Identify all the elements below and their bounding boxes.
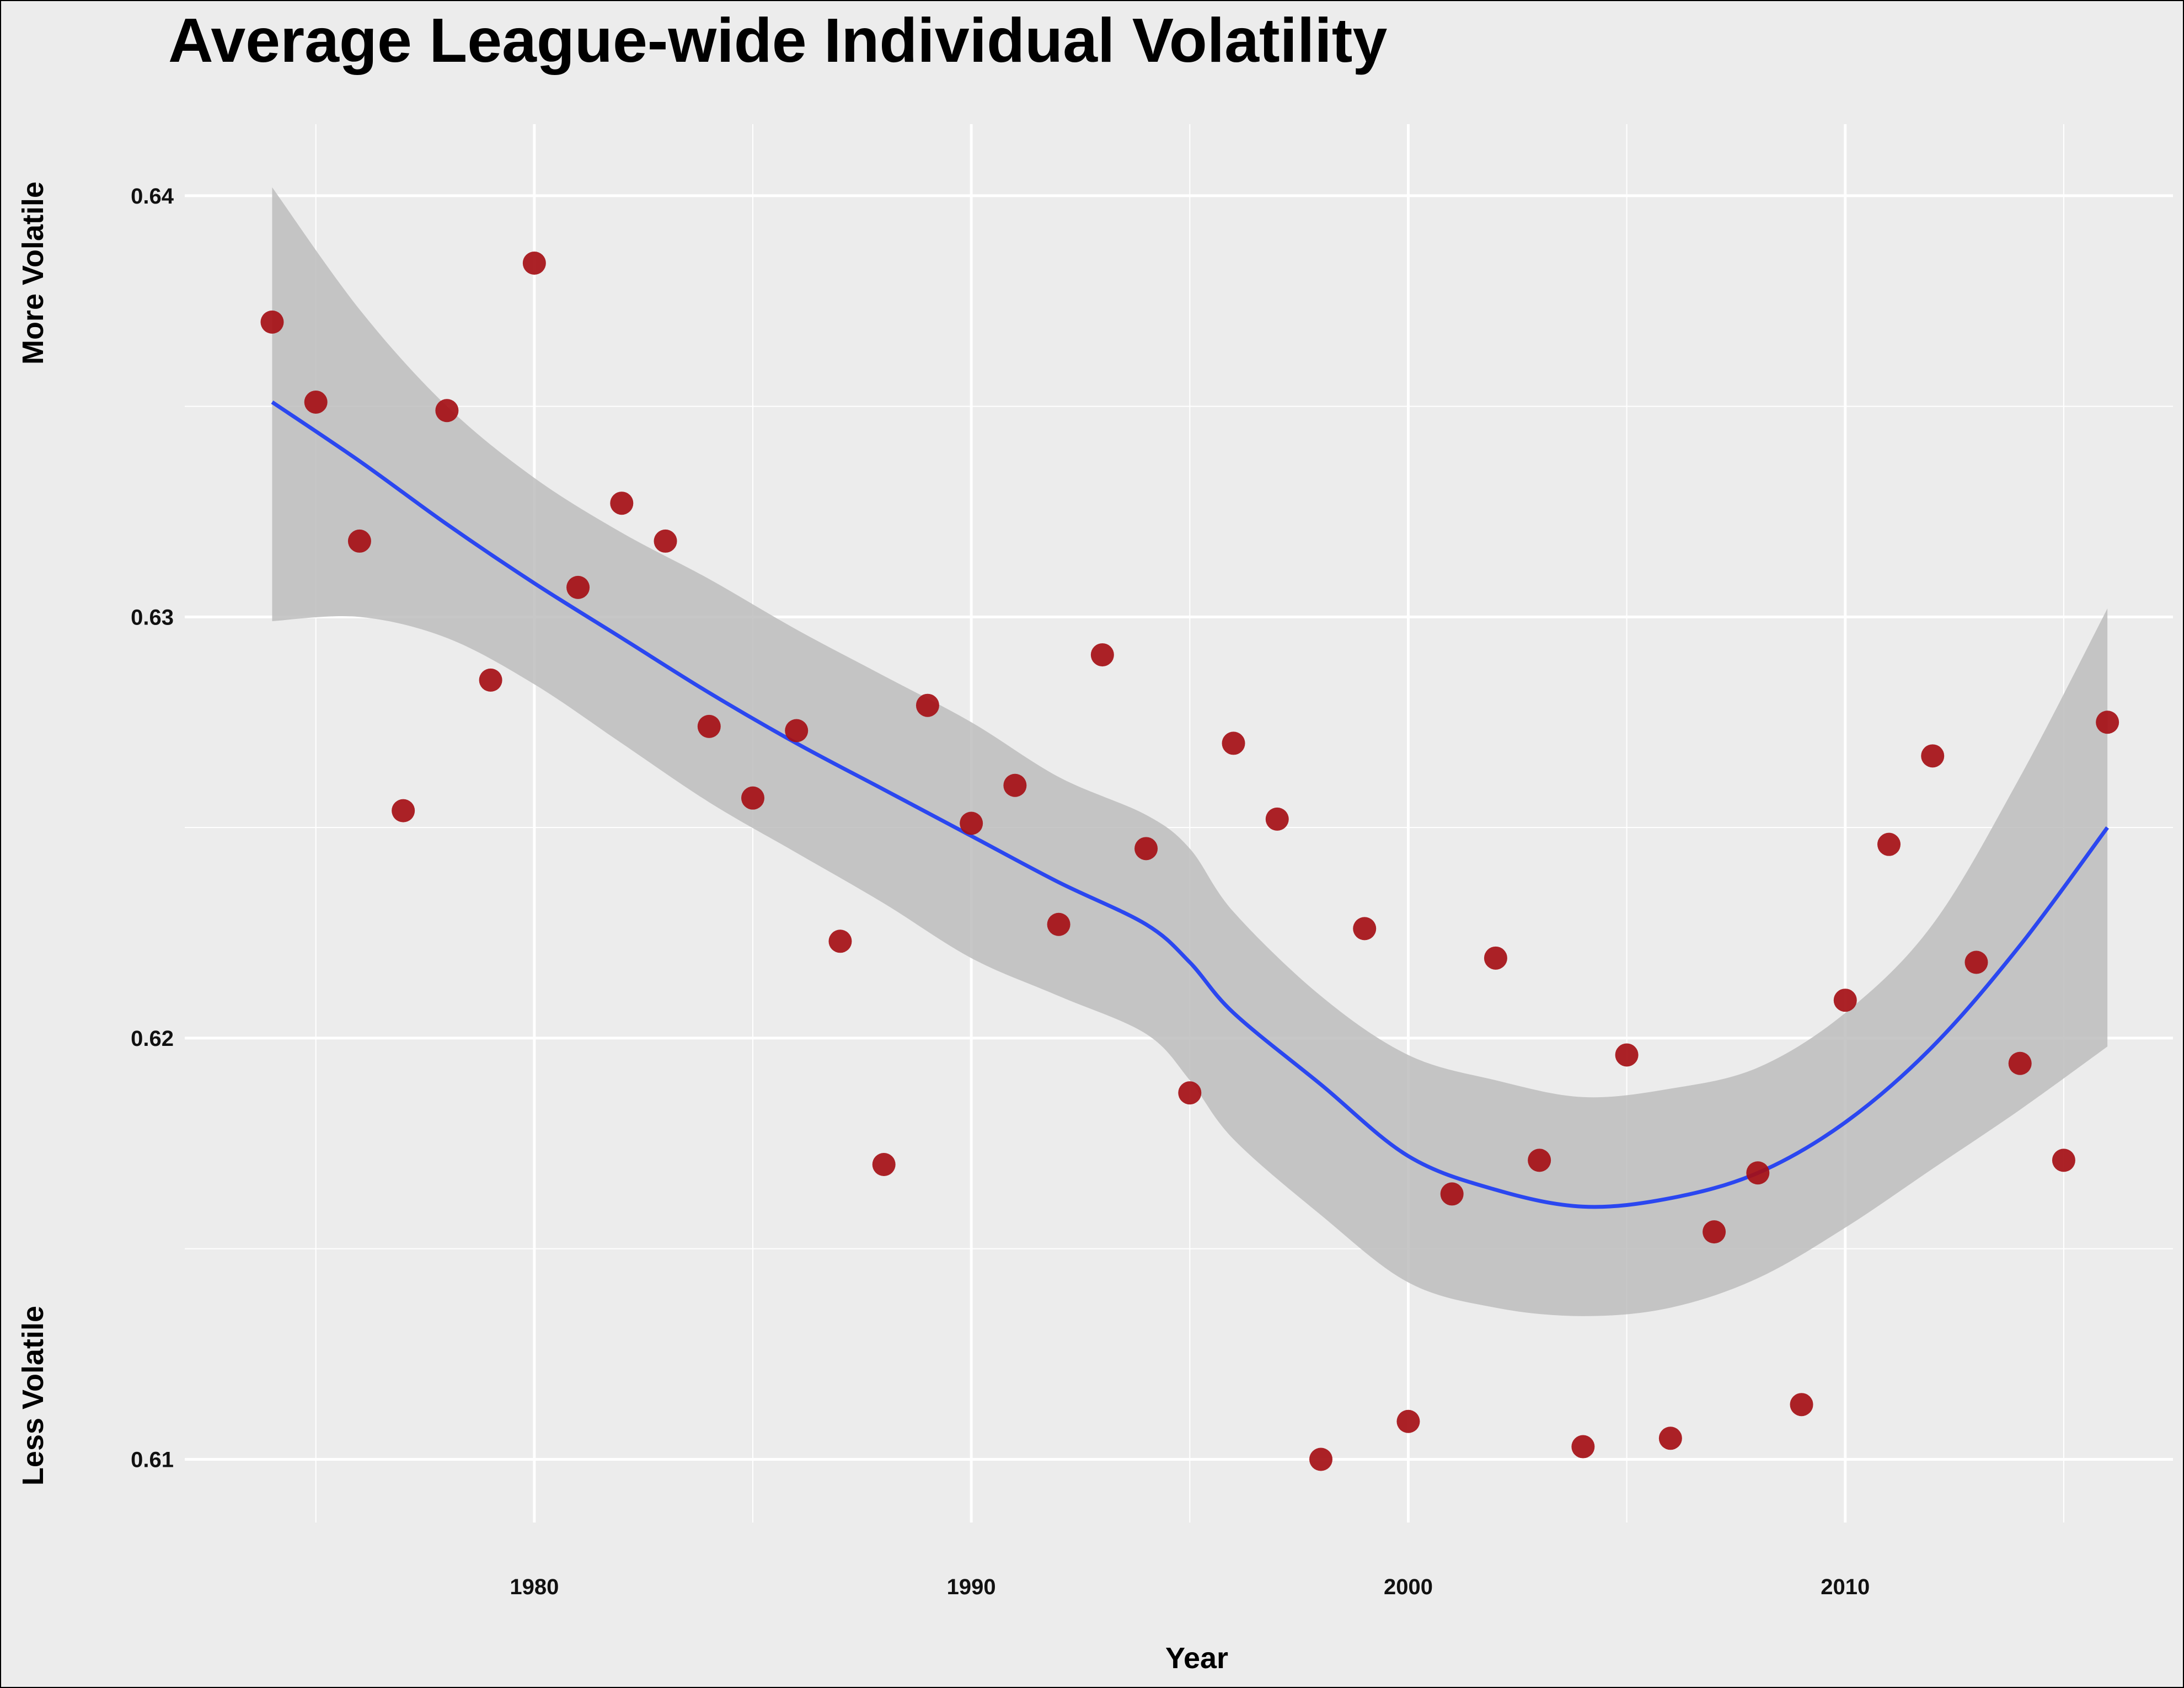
- y-tick-label: 0.64: [131, 184, 174, 209]
- data-point: [1964, 950, 1988, 974]
- data-points: [260, 251, 2119, 1471]
- x-tick-label: 1980: [510, 1575, 559, 1599]
- data-point: [566, 575, 590, 599]
- data-point: [1528, 1149, 1551, 1172]
- data-point: [1265, 807, 1289, 831]
- data-point: [1658, 1427, 1682, 1450]
- data-point: [1309, 1447, 1332, 1471]
- data-point: [1178, 1081, 1202, 1105]
- data-point: [654, 529, 677, 553]
- data-point: [347, 529, 371, 553]
- data-point: [2096, 711, 2119, 734]
- y-axis-title-bottom: Less Volatile: [17, 1306, 50, 1486]
- data-point: [916, 693, 939, 717]
- x-tick-label: 2010: [1821, 1575, 1870, 1599]
- x-axis-title: Year: [1165, 1642, 1228, 1675]
- data-point: [872, 1152, 896, 1176]
- data-point: [304, 390, 328, 414]
- data-point: [610, 492, 634, 515]
- data-point: [1353, 917, 1377, 941]
- data-point: [1222, 731, 1245, 755]
- data-point: [1047, 912, 1070, 936]
- data-point: [260, 310, 284, 334]
- data-point: [1571, 1435, 1595, 1459]
- x-axis-ticks: 1980 1990 2000 2010: [510, 1575, 1870, 1599]
- data-point: [960, 811, 983, 835]
- data-point: [435, 399, 459, 423]
- y-axis-ticks: 0.61 0.62 0.63 0.64: [131, 184, 174, 1472]
- data-point: [1703, 1220, 1726, 1244]
- plot-panel: [185, 124, 2173, 1523]
- data-point: [828, 930, 852, 953]
- x-tick-label: 2000: [1384, 1575, 1433, 1599]
- data-point: [479, 668, 502, 692]
- data-point: [1921, 744, 1945, 768]
- data-point: [1396, 1409, 1420, 1433]
- x-tick-label: 1990: [947, 1575, 996, 1599]
- data-point: [1484, 946, 1507, 970]
- data-point: [1833, 989, 1857, 1012]
- y-tick-label: 0.61: [131, 1447, 174, 1472]
- data-point: [1440, 1182, 1464, 1206]
- data-point: [522, 251, 546, 275]
- data-point: [1003, 773, 1027, 797]
- chart-title: Average League-wide Individual Volatilit…: [168, 6, 1388, 75]
- data-point: [785, 719, 809, 742]
- data-point: [741, 786, 764, 810]
- data-point: [2008, 1051, 2032, 1075]
- data-point: [392, 799, 415, 822]
- y-axis-title-top: More Volatile: [17, 181, 50, 365]
- data-point: [1090, 643, 1114, 667]
- y-tick-label: 0.62: [131, 1027, 174, 1051]
- data-point: [1746, 1161, 1770, 1185]
- data-point: [1877, 832, 1901, 856]
- data-point: [697, 714, 721, 738]
- data-point: [2052, 1149, 2075, 1172]
- data-point: [1134, 837, 1158, 861]
- y-tick-label: 0.63: [131, 605, 174, 629]
- confidence-band: [272, 187, 2108, 1316]
- smooth-trend-line: [271, 400, 2109, 1209]
- data-point: [1790, 1393, 1813, 1417]
- data-point: [1615, 1043, 1639, 1067]
